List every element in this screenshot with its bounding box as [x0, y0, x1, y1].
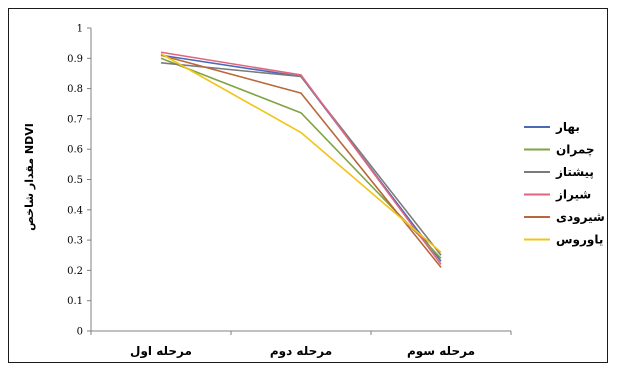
chart-frame: 0 0.1 0.2 0.3 0.4 0.5 0.6 0.7 0.8 0.9 1 مرحله اول م…	[8, 8, 608, 363]
x-category-labels: مرحله اول مرحله دوم مرحله سوم	[130, 344, 475, 359]
y-axis-label: مقدار شاخص NDVI	[23, 123, 36, 231]
legend-label: شیرودی	[556, 210, 605, 225]
y-tick-label: 0.5	[67, 175, 83, 186]
series-line	[160, 54, 442, 262]
y-tick-label: 0.4	[67, 205, 83, 216]
y-tick-labels: 0 0.1 0.2 0.3 0.4 0.5 0.6 0.7 0.8 0.9 1	[67, 24, 83, 338]
series-line	[160, 57, 442, 259]
line-chart: 00.10.20.30.40.50.60.70.80.91 مرحله اول م…	[23, 24, 605, 360]
y-tick-label: 0.9	[67, 54, 83, 65]
legend-label: پیشتاز	[555, 165, 594, 179]
series-line	[160, 62, 442, 256]
series-line	[160, 54, 442, 268]
legend-label: بهار	[555, 120, 580, 134]
y-tick-label: 0.1	[67, 296, 83, 307]
y-tick-label: 0.7	[67, 114, 83, 125]
y-tick-label: 1	[77, 24, 83, 35]
series-lines	[160, 51, 442, 268]
x-category-label: مرحله اول	[130, 344, 192, 359]
series-line	[160, 53, 442, 253]
y-tick-label: 0.6	[67, 145, 83, 156]
series-line	[160, 51, 442, 265]
y-tick-label: 0.8	[67, 84, 83, 95]
legend: بهار چمران پیشتاز شیراز شیرودی یاوروس	[524, 120, 605, 248]
y-tick-label: 0.3	[67, 236, 83, 247]
y-tick-label: 0.2	[67, 266, 83, 277]
legend-label: شیراز	[555, 188, 591, 202]
legend-label: چمران	[556, 143, 595, 157]
legend-label: یاوروس	[556, 233, 603, 248]
x-category-label: مرحله دوم	[270, 344, 332, 359]
chart-axes	[87, 27, 512, 335]
y-tick-label: 0	[77, 327, 83, 338]
x-category-label: مرحله سوم	[407, 344, 475, 359]
